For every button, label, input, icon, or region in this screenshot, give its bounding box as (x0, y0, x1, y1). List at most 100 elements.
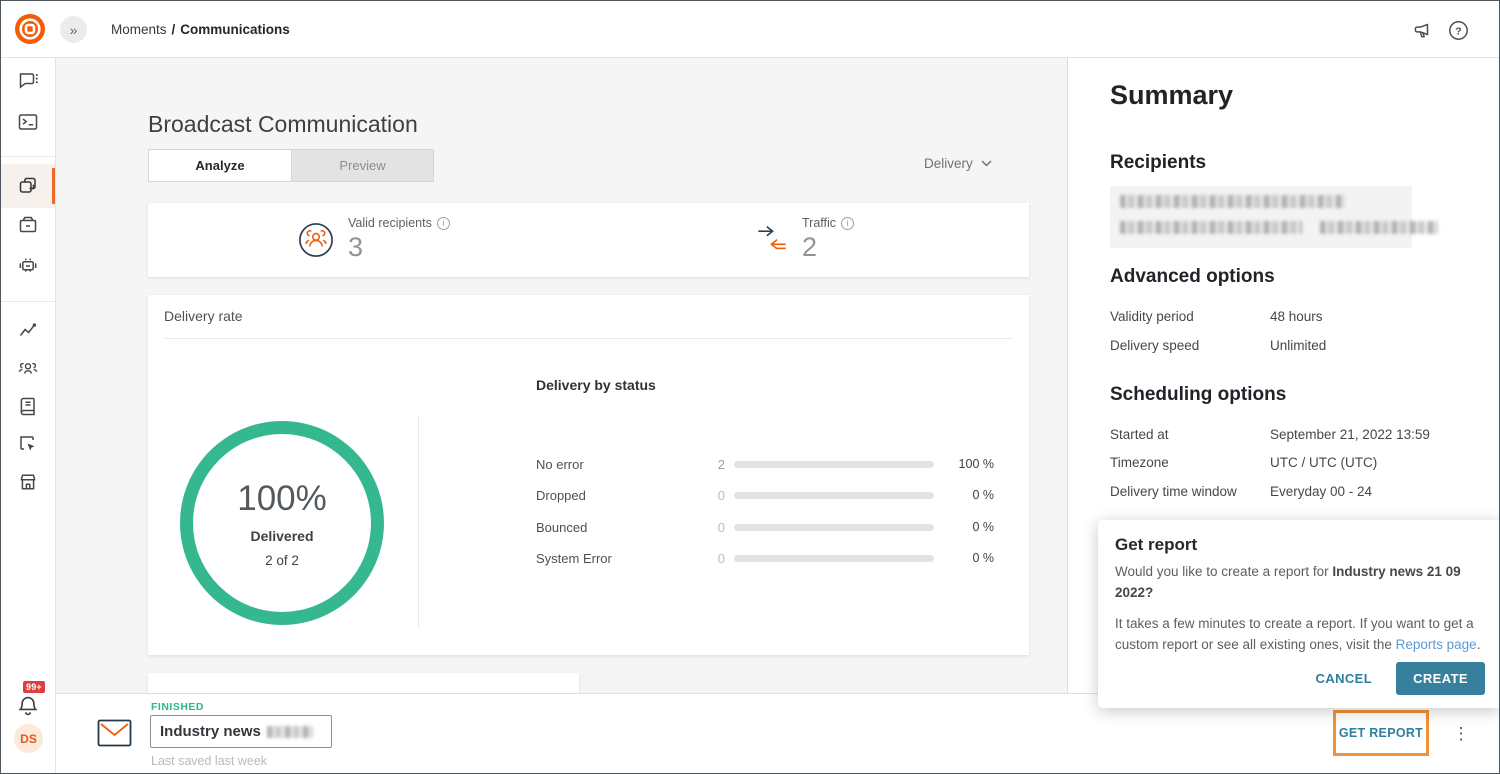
divider (418, 415, 419, 628)
recipients-group-icon (299, 223, 333, 257)
status-label: No error (536, 456, 584, 472)
sidebar-item-conversations[interactable] (1, 61, 55, 101)
tab-analyze[interactable]: Analyze (149, 150, 291, 181)
popup-body-prefix: Would you like to create a report for (1115, 564, 1333, 579)
delivery-rate-donut-chart: 100% Delivered 2 of 2 (180, 421, 384, 625)
traffic-label: Traffic (802, 216, 837, 230)
sidebar: 99+ DS (1, 58, 56, 773)
help-glyph: ? (1455, 25, 1461, 37)
breadcrumb-page: Communications (180, 22, 290, 37)
traffic-value: 2 (802, 232, 818, 262)
get-report-popup: Get report Would you like to create a re… (1098, 520, 1499, 708)
book-icon (20, 397, 35, 416)
status-count: 0 (717, 519, 725, 535)
donut-sub: 2 of 2 (265, 552, 299, 568)
sidebar-item-exit-flows[interactable] (1, 424, 55, 464)
sidebar-item-marketplace[interactable] (1, 462, 55, 502)
sidebar-item-knowledge-base[interactable] (1, 386, 55, 426)
sidebar-collapse-button[interactable]: » (60, 16, 87, 43)
bell-icon (18, 696, 38, 716)
kv-value: UTC / UTC (UTC) (1270, 455, 1378, 470)
delivery-rate-title: Delivery rate (164, 308, 243, 324)
status-bar (734, 523, 934, 531)
redacted-email (1320, 221, 1439, 234)
traffic-stat: Traffic i 2 (756, 216, 855, 262)
email-channel-icon (97, 718, 132, 748)
storefront-icon (20, 474, 36, 490)
popup-actions: CANCEL CREATE (1316, 662, 1485, 695)
redacted-email (1120, 195, 1345, 208)
kv-value: 48 hours (1270, 309, 1323, 324)
reports-page-link[interactable]: Reports page (1395, 636, 1477, 652)
delivery-by-status-title: Delivery by status (536, 377, 656, 393)
channel-dropdown[interactable]: Delivery (924, 156, 992, 171)
status-bar (734, 460, 934, 468)
status-row-no-error: No error 2 100 % (536, 455, 994, 473)
redacted-email (1120, 221, 1302, 234)
page-title: Broadcast Communication (148, 111, 418, 137)
sidebar-item-chatbot[interactable] (1, 245, 55, 285)
breadcrumb-separator: / (171, 22, 176, 37)
kv-label: Delivery time window (1110, 484, 1237, 499)
help-icon[interactable]: ? (1445, 17, 1472, 44)
recipients-heading: Recipients (1110, 152, 1207, 173)
sidebar-item-analytics[interactable] (1, 310, 55, 350)
more-options-kebab-icon[interactable]: ⋮ (1448, 714, 1474, 754)
sidebar-item-developer-console[interactable] (1, 102, 55, 142)
notifications-bell-button[interactable] (1, 686, 55, 726)
chevron-down-icon (981, 160, 992, 167)
summary-title: Summary (1110, 80, 1234, 110)
sidebar-divider (1, 156, 55, 157)
valid-recipients-label: Valid recipients (348, 216, 432, 230)
status-count: 0 (717, 487, 725, 503)
kv-value: Unlimited (1270, 338, 1327, 353)
status-badge: FINISHED (151, 701, 205, 713)
sidebar-item-moments[interactable] (1, 164, 55, 208)
communication-name-input[interactable]: Industry news (150, 715, 332, 748)
create-button[interactable]: CREATE (1396, 662, 1485, 695)
sidebar-divider (1, 301, 55, 302)
breadcrumb[interactable]: Moments / Communications (111, 1, 290, 58)
status-bar (734, 491, 934, 499)
kv-row: Timezone UTC / UTC (UTC) (1110, 455, 1470, 470)
user-avatar[interactable]: DS (14, 724, 43, 753)
popup-body-1: Would you like to create a report for In… (1115, 562, 1484, 604)
announcements-megaphone-icon[interactable] (1409, 17, 1436, 44)
kv-label: Timezone (1110, 455, 1169, 470)
status-count: 0 (717, 550, 725, 566)
info-icon[interactable]: i (436, 216, 450, 230)
info-icon[interactable]: i (841, 216, 855, 230)
notifications-badge: 99+ (23, 681, 45, 693)
stats-card: Valid recipients i 3 Traffic i 2 (148, 203, 1029, 277)
kv-label: Delivery speed (1110, 338, 1200, 353)
sidebar-item-people[interactable] (1, 348, 55, 388)
traffic-arrows-icon (758, 226, 786, 250)
popup-campaign-name: Industry news 21 09 2022 (1115, 564, 1461, 600)
kv-label: Validity period (1110, 309, 1194, 324)
popup-title: Get report (1115, 535, 1198, 554)
cancel-button[interactable]: CANCEL (1315, 671, 1373, 686)
kv-row: Started at September 21, 2022 13:59 (1110, 427, 1470, 442)
popup-body-suffix: ? (1145, 584, 1154, 600)
donut-percent: 100% (237, 478, 327, 518)
valid-recipients-value: 3 (348, 232, 364, 262)
infobip-logo-icon[interactable] (15, 14, 45, 44)
kv-row: Validity period 48 hours (1110, 309, 1470, 324)
communication-name-value: Industry news (160, 723, 261, 740)
get-report-button[interactable]: GET REPORT (1333, 710, 1429, 756)
kv-value: September 21, 2022 13:59 (1270, 427, 1430, 442)
popup-body2-suffix: . (1476, 636, 1481, 652)
status-label: Dropped (536, 487, 586, 503)
kv-row: Delivery speed Unlimited (1110, 338, 1470, 353)
status-row-bounced: Bounced 0 0 % (536, 518, 994, 536)
sidebar-item-packages[interactable] (1, 205, 55, 245)
popup-body-2: It takes a few minutes to create a repor… (1115, 614, 1484, 656)
kv-value: Everyday 00 - 24 (1270, 484, 1373, 499)
status-label: Bounced (536, 519, 588, 535)
tab-preview[interactable]: Preview (291, 150, 433, 181)
recipients-redacted (1110, 186, 1439, 248)
status-bar (734, 554, 934, 562)
kebab-glyph: ⋮ (1452, 724, 1470, 743)
channel-dropdown-value: Delivery (924, 156, 973, 171)
